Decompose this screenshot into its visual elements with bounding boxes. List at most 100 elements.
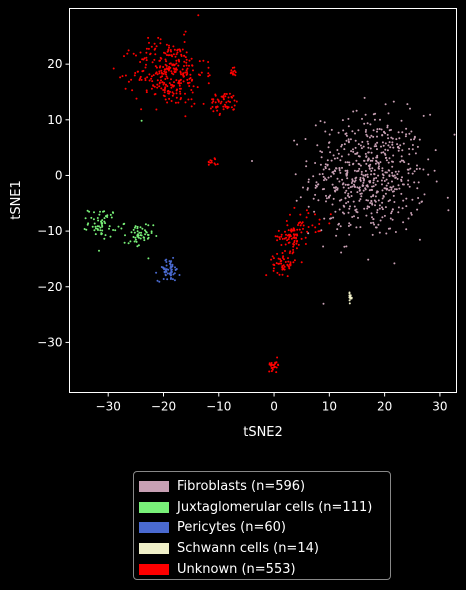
- data-point: [147, 236, 150, 239]
- data-point: [365, 133, 368, 136]
- data-point: [371, 185, 374, 188]
- data-point: [170, 100, 173, 102]
- data-point: [380, 179, 383, 182]
- data-point: [375, 177, 378, 179]
- y-tick-label: −30: [37, 335, 62, 349]
- data-point: [207, 66, 210, 69]
- data-point: [398, 137, 401, 140]
- data-point: [110, 216, 113, 219]
- data-point: [275, 262, 278, 265]
- data-point: [335, 186, 337, 189]
- data-point: [108, 225, 111, 228]
- data-point: [271, 366, 274, 369]
- data-point: [163, 51, 165, 54]
- data-point: [288, 252, 291, 254]
- data-point: [229, 72, 232, 75]
- data-point: [307, 181, 310, 183]
- data-point: [145, 63, 147, 66]
- y-tick-label: 10: [47, 113, 62, 127]
- data-point: [155, 108, 158, 111]
- data-point: [184, 92, 186, 95]
- data-point: [190, 105, 193, 108]
- data-point: [171, 64, 174, 67]
- data-point: [98, 249, 100, 252]
- data-point: [295, 236, 297, 239]
- data-point: [168, 262, 171, 265]
- data-point: [328, 168, 331, 171]
- data-point: [144, 79, 147, 82]
- data-point: [307, 212, 310, 215]
- data-point: [99, 229, 102, 232]
- data-point: [408, 132, 411, 135]
- data-point: [314, 184, 317, 187]
- data-point: [170, 86, 173, 89]
- data-point: [348, 222, 351, 225]
- data-point: [389, 199, 391, 202]
- data-point: [369, 147, 372, 150]
- data-point: [182, 80, 185, 83]
- data-point: [202, 102, 205, 105]
- data-point: [123, 241, 126, 244]
- data-point: [216, 109, 219, 112]
- data-point: [375, 160, 378, 163]
- data-point: [374, 226, 377, 229]
- data-point: [330, 175, 332, 178]
- data-point: [359, 179, 362, 182]
- data-point: [292, 243, 295, 245]
- data-point: [305, 160, 308, 163]
- data-point: [152, 224, 155, 227]
- data-point: [192, 85, 195, 88]
- data-point: [360, 147, 363, 150]
- data-point: [387, 144, 390, 147]
- data-point: [227, 100, 230, 103]
- data-point: [324, 163, 327, 166]
- data-point: [168, 54, 171, 57]
- data-point: [164, 58, 167, 61]
- data-point: [101, 219, 104, 222]
- legend-label: Fibroblasts (n=596): [177, 478, 306, 494]
- data-point: [382, 176, 385, 179]
- data-point: [367, 151, 370, 154]
- data-point: [225, 93, 228, 95]
- data-point: [251, 160, 253, 162]
- data-point: [285, 220, 288, 222]
- data-point: [143, 239, 146, 242]
- data-point: [134, 236, 137, 239]
- data-point: [335, 234, 338, 237]
- data-point: [350, 296, 353, 299]
- data-points: [83, 14, 456, 374]
- data-point: [362, 174, 365, 177]
- data-point: [84, 217, 87, 220]
- data-point: [276, 235, 279, 238]
- data-point: [156, 79, 159, 82]
- data-point: [416, 164, 418, 167]
- data-point: [389, 227, 392, 230]
- data-point: [145, 51, 148, 54]
- data-point: [153, 93, 156, 96]
- data-point: [386, 124, 389, 127]
- data-point: [306, 187, 309, 190]
- data-point: [367, 258, 370, 261]
- data-point: [337, 131, 340, 134]
- data-point: [184, 71, 187, 74]
- data-point: [199, 74, 201, 77]
- data-point: [347, 125, 350, 128]
- data-point: [288, 241, 291, 244]
- data-point: [408, 153, 411, 156]
- data-point: [395, 188, 398, 191]
- data-point: [175, 96, 178, 99]
- data-point: [286, 239, 289, 242]
- data-point: [284, 243, 287, 246]
- data-point: [287, 260, 290, 263]
- data-point: [354, 139, 357, 142]
- data-point: [280, 244, 283, 246]
- data-point: [348, 164, 351, 166]
- data-point: [166, 90, 169, 93]
- data-point: [329, 151, 332, 154]
- data-point: [363, 122, 366, 125]
- data-point: [385, 159, 388, 162]
- legend-label: Juxtaglomerular cells (n=111): [177, 499, 373, 515]
- data-point: [338, 169, 341, 172]
- data-point: [304, 243, 307, 245]
- data-point: [235, 100, 238, 103]
